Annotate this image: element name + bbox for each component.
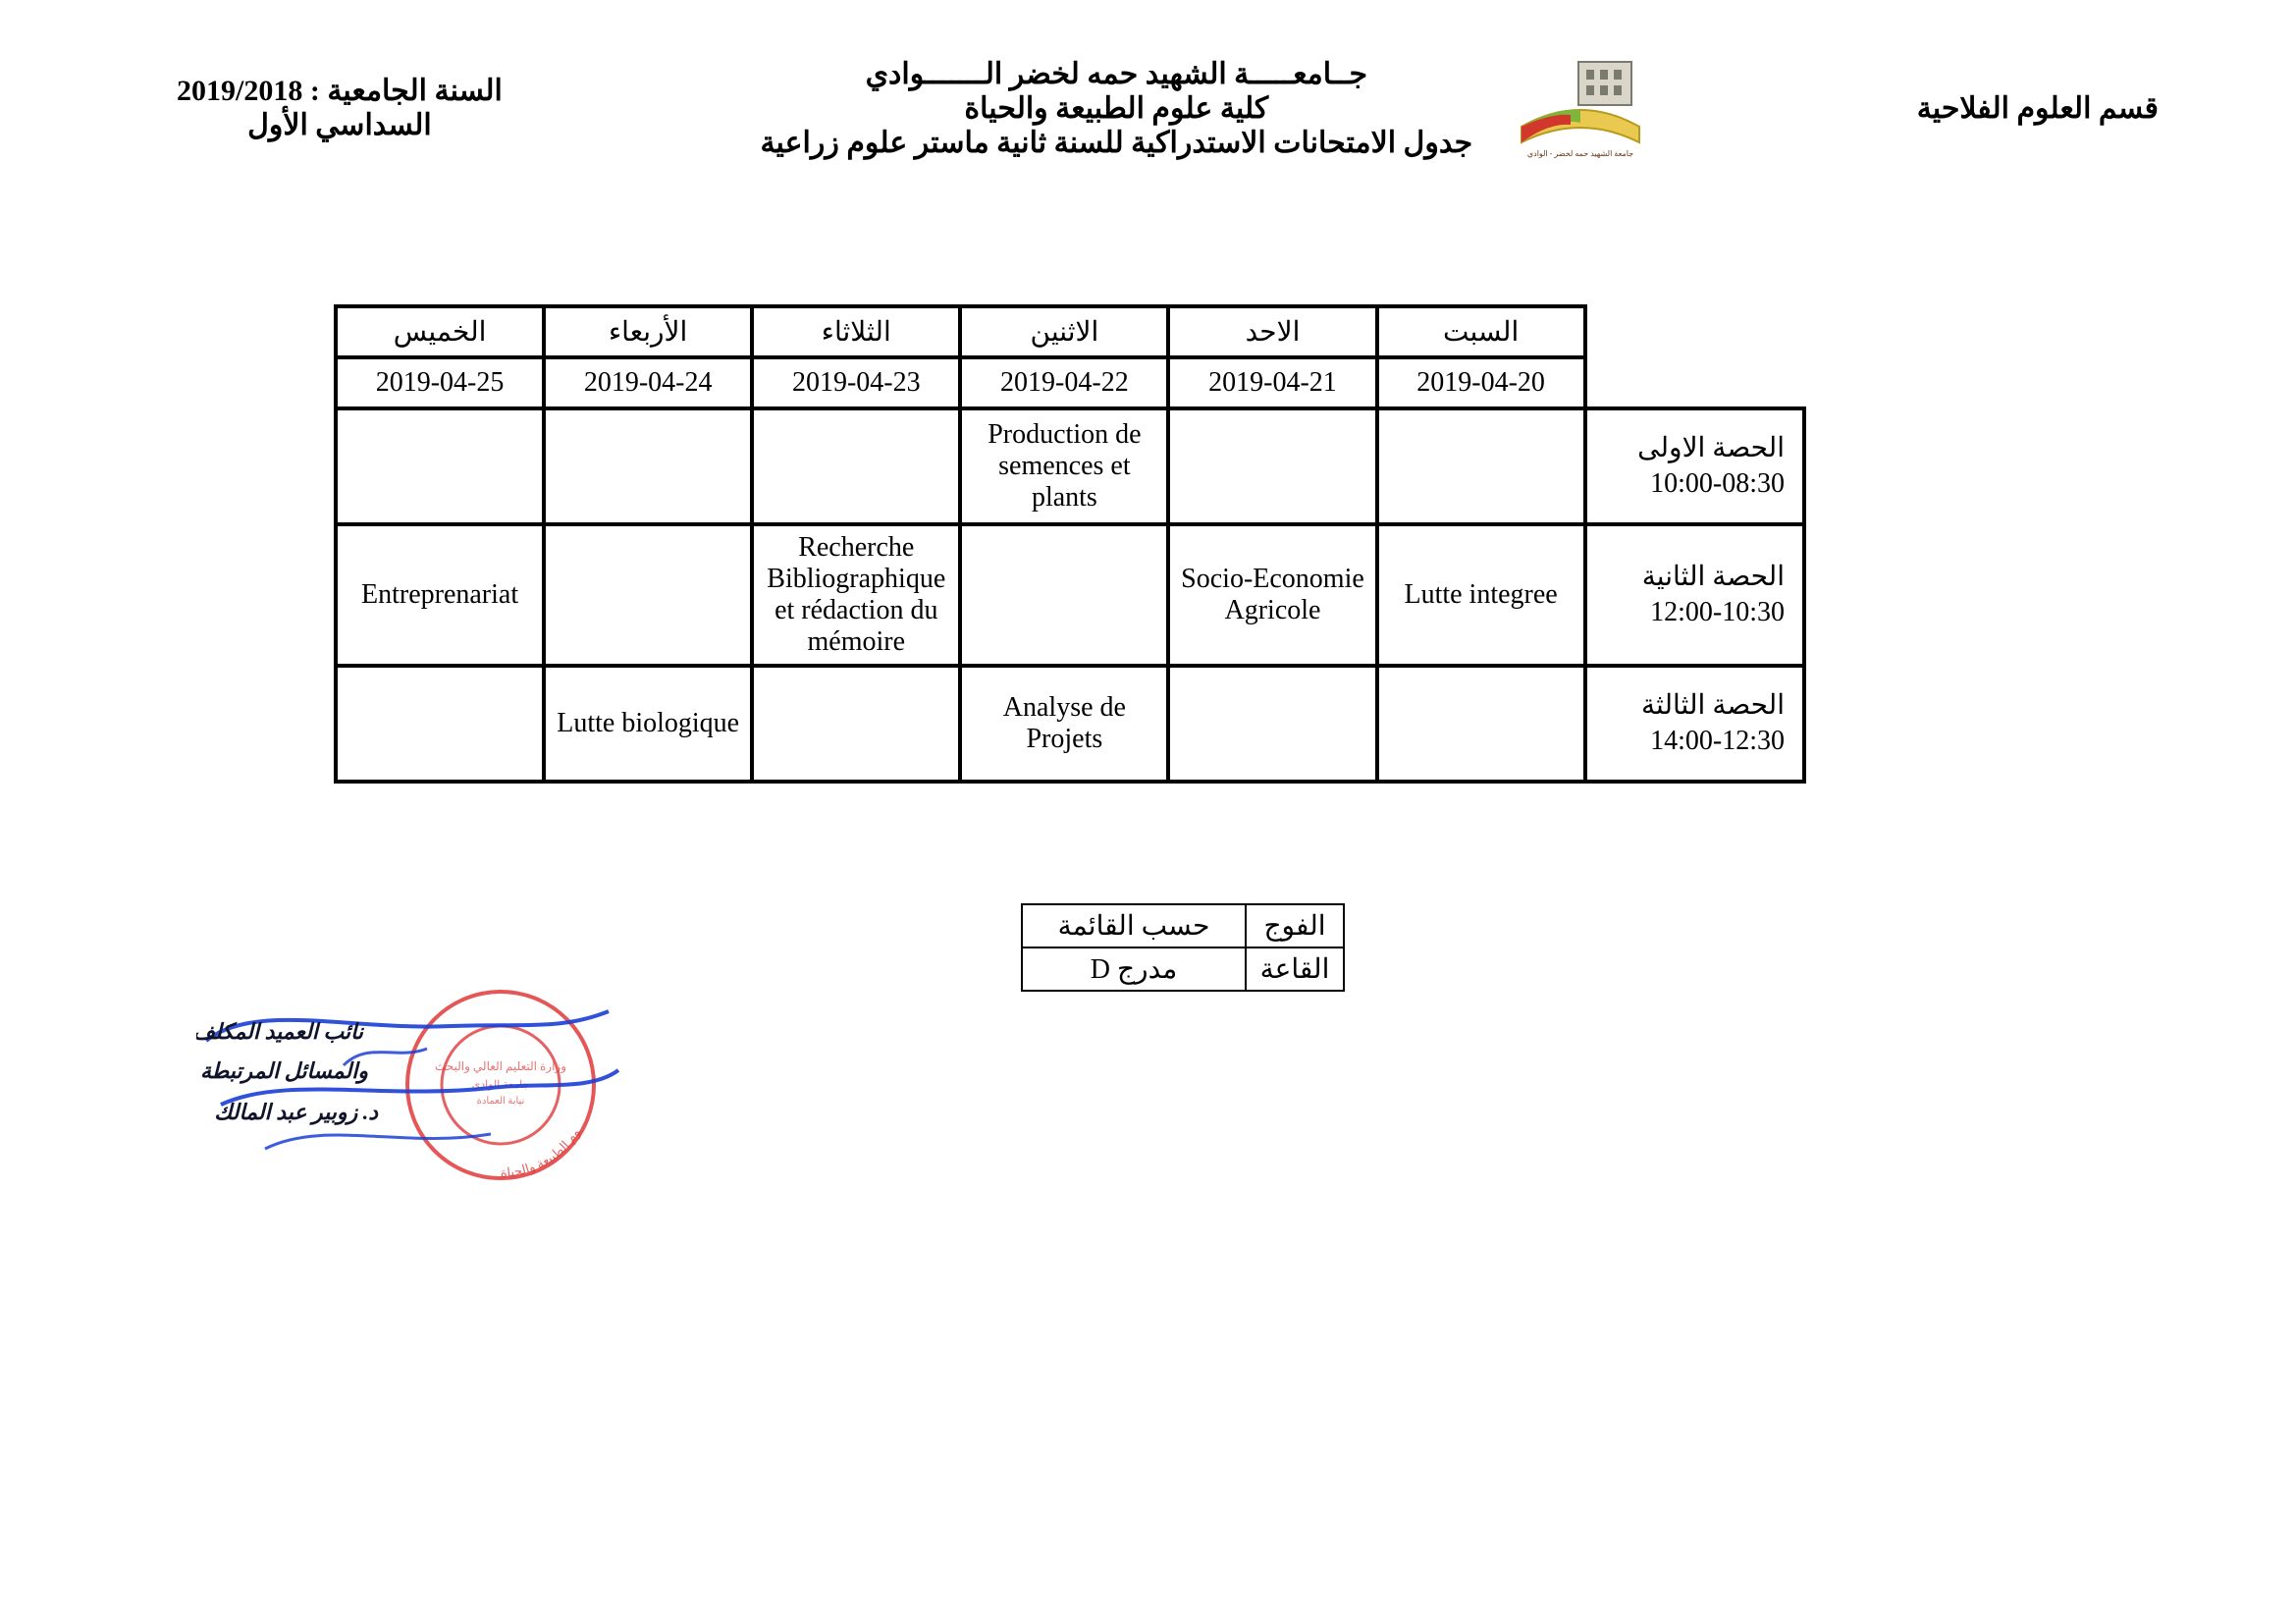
session-1-label: الحصة الاولى xyxy=(1637,433,1785,463)
document-header: السنة الجامعية : 2019/2018 السداسي الأول… xyxy=(0,39,2296,177)
group-value: حسب القائمة xyxy=(1022,904,1246,947)
session-1-hours: 10:00-08:30 xyxy=(1650,466,1785,502)
academic-year: السنة الجامعية : 2019/2018 xyxy=(177,74,503,108)
empty-corner xyxy=(1585,306,1804,408)
room-row: مدرج D القاعة xyxy=(1022,947,1344,991)
session-3-row: Lutte biologique Analyse de Projets الحص… xyxy=(336,666,1804,782)
cell-r3-c2 xyxy=(752,666,960,782)
table-date-row: 2019-04-25 2019-04-24 2019-04-23 2019-04… xyxy=(336,357,1804,408)
group-row: حسب القائمة الفوج xyxy=(1022,904,1344,947)
session-2-label: الحصة الثانية xyxy=(1642,562,1785,592)
session-3-hours: 14:00-12:30 xyxy=(1650,724,1785,759)
title-block: جــامعـــــة الشهيد حمه لخضر الـــــــوا… xyxy=(760,57,1472,160)
cell-r3-c1: Lutte biologique xyxy=(544,666,752,782)
day-thu: الخميس xyxy=(336,306,544,357)
date-sun: 2019-04-21 xyxy=(1168,357,1376,408)
session-3-label: الحصة الثالثة xyxy=(1641,690,1785,721)
cell-r1-c4 xyxy=(1168,408,1376,524)
cell-r1-c5 xyxy=(1377,408,1585,524)
cell-r3-c3: Analyse de Projets xyxy=(960,666,1168,782)
stamp-signature-area: وزارة التعليم العالي والبحث جامعة الوادي… xyxy=(196,972,648,1198)
day-tue: الثلاثاء xyxy=(752,306,960,357)
cell-r3-c5 xyxy=(1377,666,1585,782)
faculty-name: كلية علوم الطبيعة والحياة xyxy=(760,91,1472,126)
session-1-time: الحصة الاولى 10:00-08:30 xyxy=(1585,408,1804,524)
day-sun: الاحد xyxy=(1168,306,1376,357)
room-value-prefix: مدرج xyxy=(1117,954,1177,985)
date-tue: 2019-04-23 xyxy=(752,357,960,408)
cell-r2-c2: Recherche Bibliographique et rédaction d… xyxy=(752,524,960,666)
cell-r1-c1 xyxy=(544,408,752,524)
semester: السداسي الأول xyxy=(177,108,503,142)
session-2-row: Entreprenariat Recherche Bibliographique… xyxy=(336,524,1804,666)
group-room-table-wrap: حسب القائمة الفوج مدرج D القاعة xyxy=(1021,903,1345,992)
cell-r2-c4: Socio-Economie Agricole xyxy=(1168,524,1376,666)
svg-text:نيابة العمادة: نيابة العمادة xyxy=(477,1096,525,1107)
schedule-title: جدول الامتحانات الاستدراكية للسنة ثانية … xyxy=(760,126,1472,160)
stamp-line2: والمسائل المرتبطة بالطلبة xyxy=(196,1058,368,1084)
svg-text:وزارة التعليم العالي والبحث: وزارة التعليم العالي والبحث xyxy=(435,1059,566,1073)
day-wed: الأربعاء xyxy=(544,306,752,357)
room-label: القاعة xyxy=(1246,947,1344,991)
room-value-letter: D xyxy=(1091,954,1110,986)
university-logo-icon: جامعة الشهيد حمه لخضر - الوادي xyxy=(1502,54,1659,162)
header-center-wrap: جــامعـــــة الشهيد حمه لخضر الـــــــوا… xyxy=(760,54,1659,162)
room-value: مدرج D xyxy=(1022,947,1246,991)
date-mon: 2019-04-22 xyxy=(960,357,1168,408)
date-sat: 2019-04-20 xyxy=(1377,357,1585,408)
cell-r1-c3: Production de semences et plants xyxy=(960,408,1168,524)
cell-r2-c0: Entreprenariat xyxy=(336,524,544,666)
stamp-line3: د. زوبير عبد المالك xyxy=(214,1100,379,1125)
session-2-time: الحصة الثانية 12:00-10:30 xyxy=(1585,524,1804,666)
day-sat: السبت xyxy=(1377,306,1585,357)
session-2-hours: 12:00-10:30 xyxy=(1650,595,1785,630)
session-3-time: الحصة الثالثة 14:00-12:30 xyxy=(1585,666,1804,782)
date-thu: 2019-04-25 xyxy=(336,357,544,408)
university-name: جــامعـــــة الشهيد حمه لخضر الـــــــوا… xyxy=(760,57,1472,91)
schedule-table-wrap: الخميس الأربعاء الثلاثاء الاثنين الاحد ا… xyxy=(334,304,1806,784)
date-wed: 2019-04-24 xyxy=(544,357,752,408)
exam-schedule-table: الخميس الأربعاء الثلاثاء الاثنين الاحد ا… xyxy=(334,304,1806,784)
group-label: الفوج xyxy=(1246,904,1344,947)
cell-r1-c0 xyxy=(336,408,544,524)
department-label: قسم العلوم الفلاحية xyxy=(1917,91,2159,126)
table-header-row: الخميس الأربعاء الثلاثاء الاثنين الاحد ا… xyxy=(336,306,1804,357)
stamp-line1: نائب العميد المكلف بالدراسات xyxy=(196,1019,365,1045)
logo-caption: جامعة الشهيد حمه لخضر - الوادي xyxy=(1527,149,1633,158)
cell-r1-c2 xyxy=(752,408,960,524)
year-block: السنة الجامعية : 2019/2018 السداسي الأول xyxy=(177,74,503,142)
cell-r2-c5: Lutte integree xyxy=(1377,524,1585,666)
cell-r2-c1 xyxy=(544,524,752,666)
cell-r3-c0 xyxy=(336,666,544,782)
session-1-row: Production de semences et plants الحصة ا… xyxy=(336,408,1804,524)
cell-r3-c4 xyxy=(1168,666,1376,782)
day-mon: الاثنين xyxy=(960,306,1168,357)
group-room-table: حسب القائمة الفوج مدرج D القاعة xyxy=(1021,903,1345,992)
cell-r2-c3 xyxy=(960,524,1168,666)
